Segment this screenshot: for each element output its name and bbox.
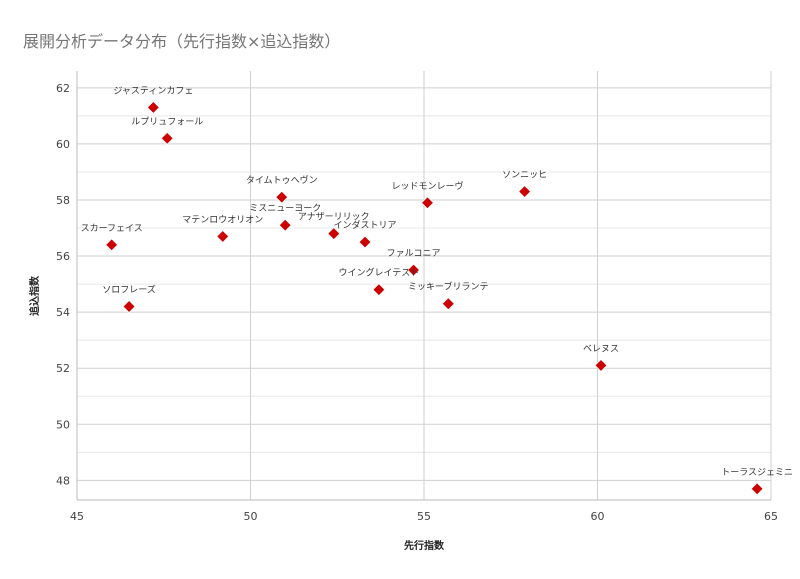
y-tick-label: 52 — [56, 362, 70, 375]
data-point-label: ソロフレーズ — [102, 284, 156, 296]
data-point — [278, 218, 292, 232]
data-point — [518, 185, 532, 199]
data-point — [594, 358, 608, 372]
data-point — [105, 238, 119, 252]
data-point — [216, 229, 230, 243]
data-point-label: ファルコニア — [387, 249, 441, 259]
data-point — [750, 482, 764, 496]
data-point-label: ソンニッヒ — [502, 170, 547, 181]
x-tick-label: 55 — [417, 510, 431, 523]
data-point-label: マテンロウオリオン — [182, 214, 263, 225]
data-point — [372, 283, 386, 297]
chart-title: 展開分析データ分布（先行指数×追込指数） — [23, 32, 341, 51]
data-point-label: ルプリュフォール — [131, 116, 203, 127]
data-point — [441, 297, 455, 311]
data-point-label: アナザーリリック — [298, 212, 370, 223]
data-point — [122, 299, 136, 314]
x-axis-label: 先行指数 — [404, 539, 445, 552]
data-point-label: スカーフェイス — [81, 223, 143, 234]
data-point — [275, 190, 289, 204]
x-tick-label: 60 — [591, 510, 605, 523]
gridlines — [76, 71, 772, 501]
x-tick-label: 65 — [764, 510, 778, 523]
y-tick-label: 56 — [56, 250, 70, 263]
y-tick-label: 58 — [56, 194, 70, 207]
data-point-label: ミッキーブリランテ — [408, 281, 488, 293]
data-point — [160, 131, 174, 145]
y-axis-label: 追込指数 — [28, 275, 41, 316]
data-point-label: ベレヌス — [583, 344, 619, 354]
y-tick-label: 50 — [56, 418, 70, 431]
data-point — [146, 100, 160, 115]
x-tick-label: 50 — [244, 510, 258, 523]
data-point — [420, 196, 435, 210]
data-point-label: トーラスジェミニ — [721, 467, 793, 478]
x-tick-label: 45 — [70, 510, 84, 523]
y-tick-label: 48 — [56, 474, 70, 487]
y-tick-label: 54 — [56, 306, 70, 319]
y-tick-label: 60 — [56, 138, 70, 151]
data-point-label: レッドモンレーヴ — [391, 180, 463, 192]
data-point — [327, 227, 341, 241]
data-points: ジャスティンカフェルプリュフォールタイムトゥヘヴンミスニューヨークマテンロウオリ… — [81, 85, 793, 496]
y-tick-label: 62 — [56, 82, 70, 95]
data-point-label: ジャスティンカフェ — [113, 85, 193, 96]
data-point-label: インダストリア — [334, 219, 397, 231]
data-point-label: ミスニューヨーク — [249, 203, 321, 214]
data-point-label: ウイングレイテスト — [338, 267, 419, 279]
data-point-label: タイムトゥヘヴン — [246, 174, 318, 186]
tick-labels: 45 50 55 60 65 48 50 52 54 56 58 60 62 — [56, 82, 778, 523]
data-point — [358, 235, 372, 249]
data-point — [407, 263, 421, 277]
